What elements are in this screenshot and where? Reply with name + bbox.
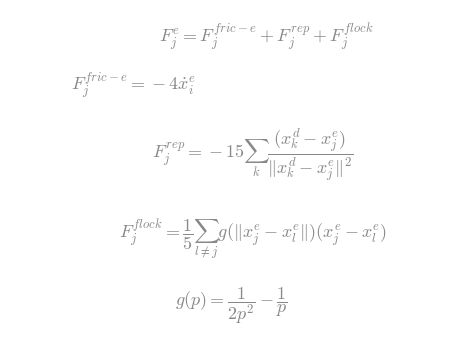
Text: $g(p) = \dfrac{1}{2p^2} - \dfrac{1}{p}$: $g(p) = \dfrac{1}{2p^2} - \dfrac{1}{p}$ [175, 285, 287, 326]
Text: $F_j^e = F_j^{fric-e} + F_j^{rep} + F_j^{flock}$: $F_j^e = F_j^{fric-e} + F_j^{rep} + F_j^… [159, 21, 374, 52]
Text: $F_j^{fric-e} = -4\dot{x}_i^e$: $F_j^{fric-e} = -4\dot{x}_i^e$ [71, 70, 196, 101]
Text: $F_j^{rep} = -15\sum_{k} \dfrac{(x_k^d - x_j^e)}{\|x_k^d - x_j^e\|^2}$: $F_j^{rep} = -15\sum_{k} \dfrac{(x_k^d -… [152, 126, 354, 183]
Text: $F_j^{flock} = \dfrac{1}{5}\sum_{l \neq j} g(\|x_j^e - x_l^e\|)(x_j^e - x_l^e)$: $F_j^{flock} = \dfrac{1}{5}\sum_{l \neq … [119, 218, 387, 262]
